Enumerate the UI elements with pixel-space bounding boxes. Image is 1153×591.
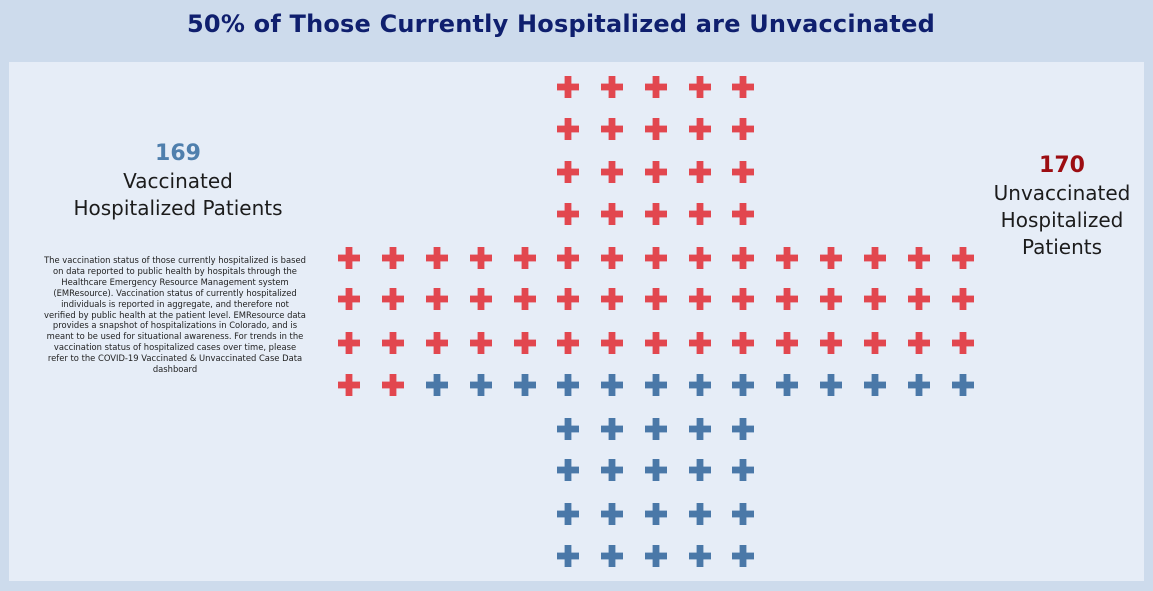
unvaccinated-count: 170	[1039, 153, 1085, 178]
chart-title: 50% of Those Currently Hospitalized are …	[187, 10, 935, 38]
vaccinated-label-line1: Vaccinated	[123, 169, 233, 193]
vaccinated-label-line2: Hospitalized Patients	[73, 196, 283, 220]
unvaccinated-label-line2: Hospitalized	[1000, 208, 1124, 232]
methodology-note: The vaccination status of those currentl…	[44, 255, 306, 375]
unvaccinated-summary: 170 Unvaccinated Hospitalized Patients	[972, 152, 1152, 261]
unvaccinated-label-line1: Unvaccinated	[993, 181, 1131, 205]
vaccinated-count: 169	[155, 141, 201, 166]
unvaccinated-label-line3: Patients	[1021, 235, 1103, 259]
chart-panel	[9, 62, 1144, 581]
vaccinated-summary: 169 Vaccinated Hospitalized Patients	[28, 140, 328, 222]
